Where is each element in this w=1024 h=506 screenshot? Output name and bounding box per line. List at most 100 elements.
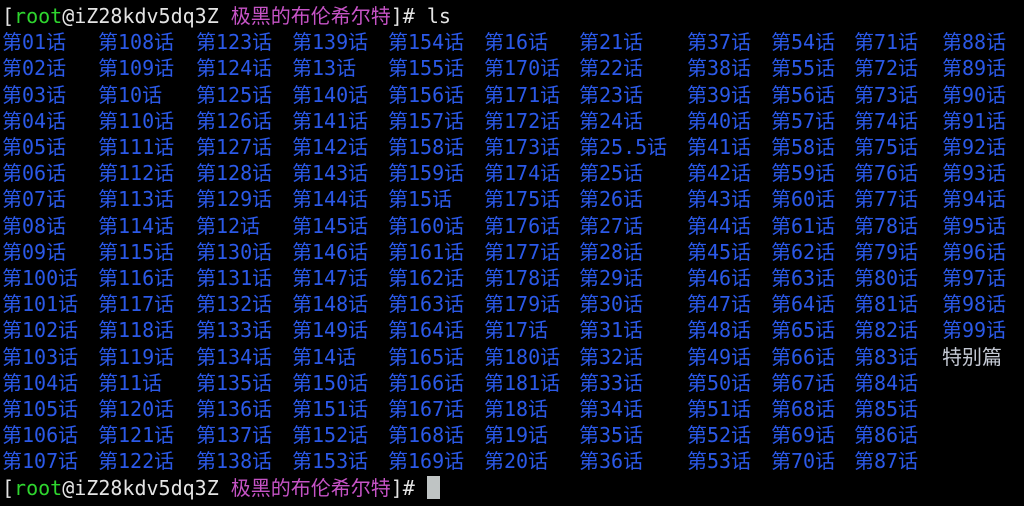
- directory-item: 第122话: [98, 449, 175, 474]
- directory-item: 第25.5话: [579, 135, 668, 160]
- directory-item: 第116话: [98, 266, 175, 291]
- directory-item: 第127话: [196, 135, 273, 160]
- directory-item: 第167话: [388, 397, 465, 422]
- directory-item: 第157话: [388, 108, 465, 133]
- listing-column: 第108话 第109话 第10话 第110话 第111话 第112话 第113话 第114话第…: [98, 29, 174, 474]
- listing-column: 第154话 第155话 第156话 第157话 第158话 第159话 第15话 第160话第…: [388, 29, 464, 474]
- directory-item: 第52话: [687, 423, 752, 448]
- directory-item: 第180话: [484, 344, 561, 369]
- directory-item: 第139话: [292, 30, 369, 55]
- directory-item: 第115话: [98, 239, 175, 264]
- prompt-bottom: [root@iZ28kdv5dq3Z 极黑的布伦希尔特]#: [2, 475, 1024, 501]
- directory-item: 第87话: [854, 449, 919, 474]
- directory-item: 第99话: [942, 318, 1007, 343]
- directory-item: 第93话: [942, 161, 1007, 186]
- file-item: 特别篇: [942, 344, 1002, 369]
- directory-item: 第61话: [771, 213, 836, 238]
- directory-item: 第04话: [2, 108, 67, 133]
- directory-item: 第74话: [854, 108, 919, 133]
- directory-item: 第120话: [98, 397, 175, 422]
- directory-item: 第19话: [484, 423, 549, 448]
- directory-item: 第17话: [484, 318, 549, 343]
- directory-item: 第119话: [98, 344, 175, 369]
- directory-item: 第73话: [854, 82, 919, 107]
- directory-item: 第39话: [687, 82, 752, 107]
- directory-item: 第66话: [771, 344, 836, 369]
- directory-item: 第144话: [292, 187, 369, 212]
- directory-item: 第81话: [854, 292, 919, 317]
- directory-item: 第146话: [292, 239, 369, 264]
- listing-column: 第139话 第13话 第140话 第141话 第142话 第143话 第144话 第145话第…: [292, 29, 368, 474]
- directory-item: 第111话: [98, 135, 175, 160]
- directory-item: 第07话: [2, 187, 67, 212]
- directory-item: 第130话: [196, 239, 273, 264]
- listing-column: 第37话 第38话 第39话 第40话 第41话 第42话 第43话 第44话 第45话 第46话…: [687, 29, 751, 474]
- directory-item: 第104话: [2, 370, 79, 395]
- directory-item: 第24话: [579, 108, 644, 133]
- directory-item: 第85话: [854, 397, 919, 422]
- directory-item: 第48话: [687, 318, 752, 343]
- directory-item: 第133话: [196, 318, 273, 343]
- directory-item: 第49话: [687, 344, 752, 369]
- directory-item: 第92话: [942, 135, 1007, 160]
- directory-item: 第160话: [388, 213, 465, 238]
- prompt-cwd: 极黑的布伦希尔特: [230, 4, 391, 28]
- directory-item: 第126话: [196, 108, 273, 133]
- directory-item: 第155话: [388, 56, 465, 81]
- directory-item: 第67话: [771, 370, 836, 395]
- directory-item: 第09话: [2, 239, 67, 264]
- directory-item: 第06话: [2, 161, 67, 186]
- directory-item: 第79话: [854, 239, 919, 264]
- listing-column: 第123话 第124话 第125话 第126话 第127话 第128话 第129话 第12话第…: [196, 29, 272, 474]
- prompt-bracket-open: [: [2, 4, 15, 28]
- listing-column: 第88话 第89话 第90话 第91话 第92话 第93话 第94话 第95话 第96话 第97话…: [942, 29, 1006, 370]
- directory-item: 第164话: [388, 318, 465, 343]
- directory-item: 第47话: [687, 292, 752, 317]
- directory-item: 第159话: [388, 161, 465, 186]
- directory-item: 第98话: [942, 292, 1007, 317]
- directory-item: 第33话: [579, 370, 644, 395]
- directory-item: 第169话: [388, 449, 465, 474]
- directory-item: 第147话: [292, 266, 369, 291]
- directory-item: 第58话: [771, 135, 836, 160]
- directory-item: 第148话: [292, 292, 369, 317]
- directory-item: 第90话: [942, 82, 1007, 107]
- directory-item: 第165话: [388, 344, 465, 369]
- directory-item: 第70话: [771, 449, 836, 474]
- directory-item: 第46话: [687, 266, 752, 291]
- listing-column: 第54话 第55话 第56话 第57话 第58话 第59话 第60话 第61话 第62话 第63话…: [771, 29, 835, 474]
- directory-item: 第134话: [196, 344, 273, 369]
- directory-item: 第101话: [2, 292, 79, 317]
- prompt-cwd: 极黑的布伦希尔特: [230, 475, 391, 500]
- directory-item: 第68话: [771, 397, 836, 422]
- prompt-bracket-close: ]#: [390, 475, 415, 500]
- directory-item: 第176话: [484, 213, 561, 238]
- directory-item: 第107话: [2, 449, 79, 474]
- listing-column: 第21话 第22话 第23话 第24话 第25.5话 第25话 第26话 第27话 第28话 第2…: [579, 29, 667, 474]
- directory-item: 第65话: [771, 318, 836, 343]
- directory-item: 第13话: [292, 56, 357, 81]
- directory-item: 第131话: [196, 266, 273, 291]
- directory-item: 第55话: [771, 56, 836, 81]
- directory-item: 第82话: [854, 318, 919, 343]
- directory-item: 第171话: [484, 82, 561, 107]
- directory-item: 第106话: [2, 423, 79, 448]
- directory-item: 第10话: [98, 82, 163, 107]
- directory-item: 第172话: [484, 108, 561, 133]
- directory-item: 第177话: [484, 239, 561, 264]
- directory-item: 第21话: [579, 30, 644, 55]
- directory-item: 第53话: [687, 449, 752, 474]
- directory-item: 第163话: [388, 292, 465, 317]
- directory-item: 第179话: [484, 292, 561, 317]
- directory-item: 第25话: [579, 161, 644, 186]
- directory-item: 第138话: [196, 449, 273, 474]
- directory-item: 第60话: [771, 187, 836, 212]
- directory-item: 第118话: [98, 318, 175, 343]
- directory-item: 第109话: [98, 56, 175, 81]
- directory-item: 第76话: [854, 161, 919, 186]
- directory-item: 第114话: [98, 213, 175, 238]
- directory-item: 第43话: [687, 187, 752, 212]
- directory-item: 第64话: [771, 292, 836, 317]
- directory-item: 第62话: [771, 239, 836, 264]
